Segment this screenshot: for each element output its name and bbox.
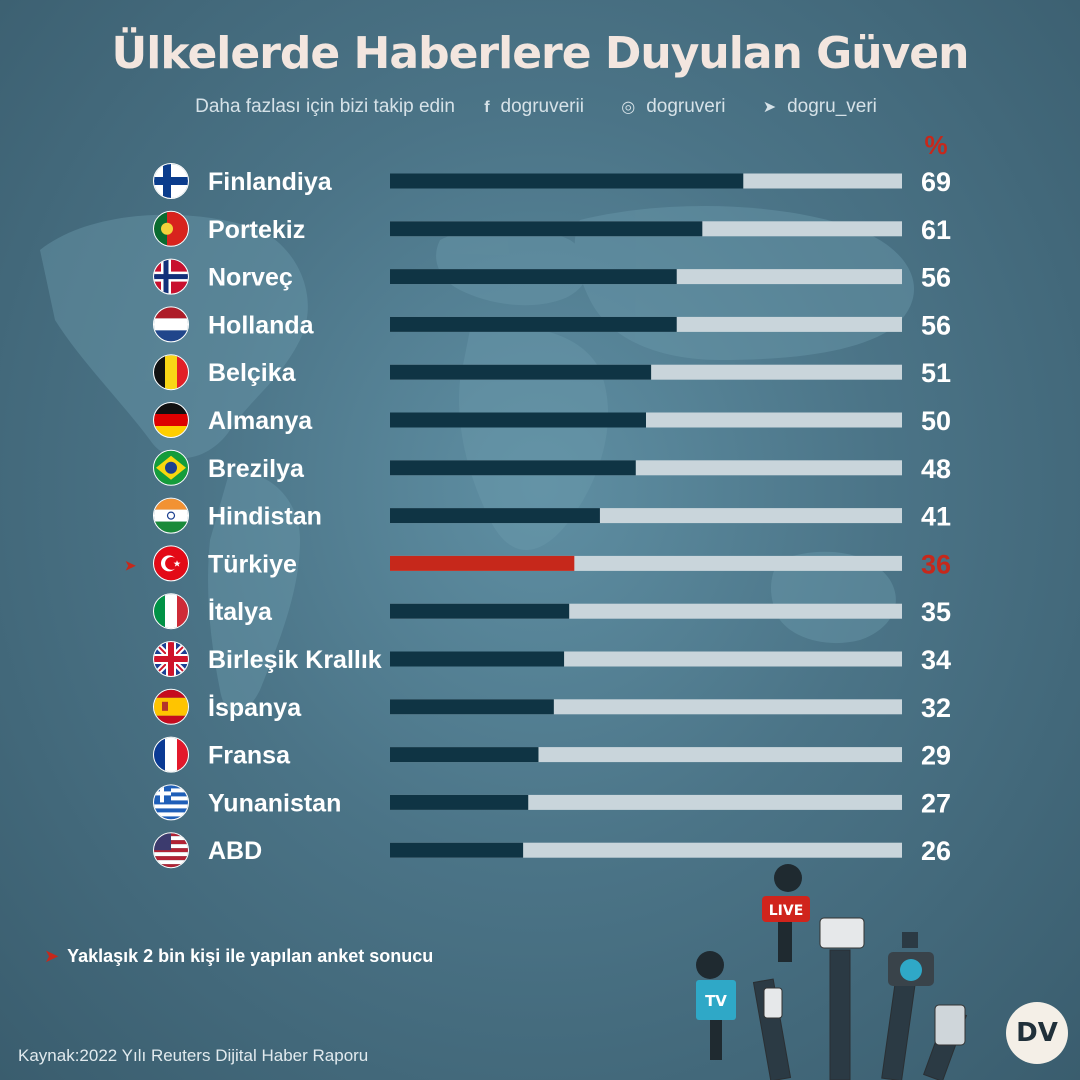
flag-italy-icon — [153, 593, 189, 630]
flag-germany-icon — [153, 402, 189, 438]
twitter-link[interactable]: ➤ dogru_veri — [755, 96, 885, 117]
flag-uk-icon — [153, 641, 189, 677]
facebook-handle: dogruverii — [500, 96, 584, 117]
category-label: Birleşik Krallık — [208, 646, 382, 674]
source-note: Kaynak:2022 Yılı Reuters Dijital Haber R… — [18, 1046, 369, 1065]
phone-recorder-icon — [763, 987, 783, 1019]
bar — [390, 747, 539, 763]
bar — [390, 460, 636, 476]
value-label: 29 — [921, 741, 951, 771]
category-label: Türkiye — [208, 550, 297, 578]
live-mic-tag-icon — [762, 896, 810, 922]
bar-highlight — [390, 555, 575, 571]
bar — [390, 651, 565, 667]
social-follow-row: Daha fazlası için bizi takip edin f dogru… — [0, 96, 1080, 118]
value-label: 35 — [921, 597, 951, 627]
category-label: Almanya — [208, 407, 313, 435]
live-tag-label: LIVE — [769, 903, 804, 919]
bar — [390, 794, 529, 810]
instagram-link[interactable]: ◎ dogruveri — [613, 96, 733, 117]
dogruveri-logo: DV — [1006, 1002, 1068, 1064]
flag-belgium-icon — [153, 354, 189, 391]
value-label: 51 — [921, 358, 951, 388]
flag-netherlands-icon — [153, 306, 189, 343]
category-label: Yunanistan — [208, 789, 341, 817]
twitter-handle: dogru_veri — [787, 96, 877, 117]
category-label: Hollanda — [208, 311, 315, 339]
flag-turkey-icon — [153, 545, 189, 582]
facebook-link[interactable]: f dogruverii — [476, 96, 592, 117]
value-label: 36 — [921, 549, 951, 579]
bar — [390, 603, 570, 619]
tv-mic-head-icon — [696, 951, 724, 979]
live-mic-head-icon — [774, 864, 802, 892]
bar — [390, 842, 524, 858]
unit-label: % — [924, 130, 947, 160]
flag-india-icon — [153, 497, 189, 534]
press-microphones-illustration: LIVE TV — [696, 864, 968, 1080]
tv-mic-tag-icon — [696, 980, 736, 1020]
value-label: 56 — [921, 310, 951, 340]
value-label: 32 — [921, 693, 951, 723]
flag-brazil-icon — [153, 449, 189, 486]
footnote-arrow-icon: ➤ — [44, 946, 60, 966]
category-label: Portekiz — [208, 216, 305, 244]
instagram-icon: ◎ — [621, 99, 636, 116]
flag-france-icon — [153, 736, 189, 773]
value-label: 69 — [921, 167, 951, 197]
recorder-icon — [819, 917, 865, 949]
value-label: 56 — [921, 263, 951, 293]
voice-recorder-icon — [934, 1004, 966, 1046]
bar — [390, 269, 677, 285]
value-label: 50 — [921, 406, 951, 436]
footnote: ➤ Yaklaşık 2 bin kişi ile yapılan anket s… — [44, 946, 433, 967]
category-label: Brezilya — [208, 455, 305, 483]
page-title: Ülkelerde Haberlere Duyulan Güven — [111, 28, 970, 79]
value-label: 26 — [921, 836, 951, 866]
trust-bar-chart: % Finlandiya 69 Portekiz 61 Norveç 56 Hollanda 5… — [124, 130, 951, 869]
highlight-arrow-icon: ➤ — [124, 557, 137, 574]
value-label: 61 — [921, 215, 951, 245]
follow-text: Daha fazlası için bizi takip edin — [195, 96, 455, 117]
category-label: Norveç — [208, 264, 293, 292]
category-label: ABD — [208, 837, 262, 865]
bar — [390, 316, 677, 332]
flag-norway-icon — [153, 258, 189, 295]
facebook-icon: f — [484, 99, 490, 116]
bar — [390, 221, 703, 237]
bar — [390, 364, 652, 380]
value-label: 27 — [921, 788, 951, 818]
flag-usa-icon — [153, 832, 189, 869]
category-label: Fransa — [208, 742, 291, 770]
bar — [390, 412, 646, 428]
category-label: İspanya — [208, 694, 302, 722]
value-label: 48 — [921, 454, 951, 484]
footnote-text: Yaklaşık 2 bin kişi ile yapılan anket so… — [67, 946, 434, 966]
category-label: Finlandiya — [208, 168, 333, 196]
category-label: Belçika — [208, 359, 297, 387]
value-label: 34 — [921, 645, 951, 675]
category-label: İtalya — [208, 598, 273, 626]
flag-greece-icon — [153, 784, 189, 821]
bar — [390, 508, 600, 524]
flag-finland-icon — [153, 163, 189, 199]
bar — [390, 173, 744, 189]
tv-tag-label: TV — [705, 992, 727, 1010]
value-label: 41 — [921, 502, 951, 532]
category-label: Hindistan — [208, 503, 322, 531]
flag-spain-icon — [153, 688, 189, 725]
twitter-icon: ➤ — [762, 99, 777, 116]
bar — [390, 699, 554, 715]
flag-portugal-icon — [153, 210, 189, 247]
instagram-handle: dogruveri — [646, 96, 726, 117]
